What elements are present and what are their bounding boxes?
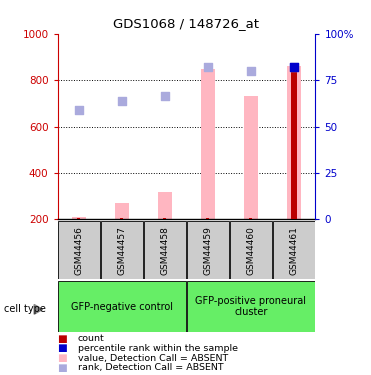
Text: ■: ■: [58, 334, 67, 344]
Bar: [58, 221, 100, 279]
Bar: [249, 217, 252, 219]
Point: [76, 107, 82, 113]
Bar: [201, 69, 215, 219]
Bar: [206, 217, 209, 219]
Bar: [164, 217, 167, 219]
Polygon shape: [34, 304, 43, 314]
Text: percentile rank within the sample: percentile rank within the sample: [78, 344, 238, 353]
Bar: [291, 66, 297, 219]
Text: GFP-positive proneural
cluster: GFP-positive proneural cluster: [196, 296, 306, 317]
Bar: [78, 217, 81, 219]
Point: [291, 64, 297, 70]
Point: [205, 64, 211, 70]
Bar: [58, 281, 186, 332]
Text: GSM44459: GSM44459: [203, 226, 213, 275]
Text: ■: ■: [58, 363, 67, 373]
Bar: [115, 203, 129, 219]
Text: rank, Detection Call = ABSENT: rank, Detection Call = ABSENT: [78, 363, 224, 372]
Text: value, Detection Call = ABSENT: value, Detection Call = ABSENT: [78, 354, 228, 363]
Point: [119, 98, 125, 104]
Bar: [144, 221, 186, 279]
Bar: [230, 221, 272, 279]
Bar: [72, 217, 86, 219]
Title: GDS1068 / 148726_at: GDS1068 / 148726_at: [114, 17, 259, 30]
Text: count: count: [78, 334, 105, 343]
Bar: [101, 221, 143, 279]
Bar: [273, 221, 315, 279]
Text: cell type: cell type: [4, 304, 46, 314]
Text: ■: ■: [58, 353, 67, 363]
Bar: [187, 221, 229, 279]
Point: [162, 93, 168, 99]
Text: GSM44458: GSM44458: [160, 226, 170, 275]
Bar: [287, 66, 301, 219]
Bar: [121, 217, 124, 219]
Bar: [244, 96, 258, 219]
Point: [248, 68, 254, 74]
Text: GSM44457: GSM44457: [118, 226, 127, 275]
Text: GSM44460: GSM44460: [246, 226, 255, 275]
Text: ■: ■: [58, 344, 67, 353]
Bar: [187, 281, 315, 332]
Bar: [158, 192, 172, 219]
Text: GSM44456: GSM44456: [75, 226, 83, 275]
Text: GSM44461: GSM44461: [289, 226, 298, 275]
Text: GFP-negative control: GFP-negative control: [71, 302, 173, 312]
Point: [291, 64, 297, 70]
